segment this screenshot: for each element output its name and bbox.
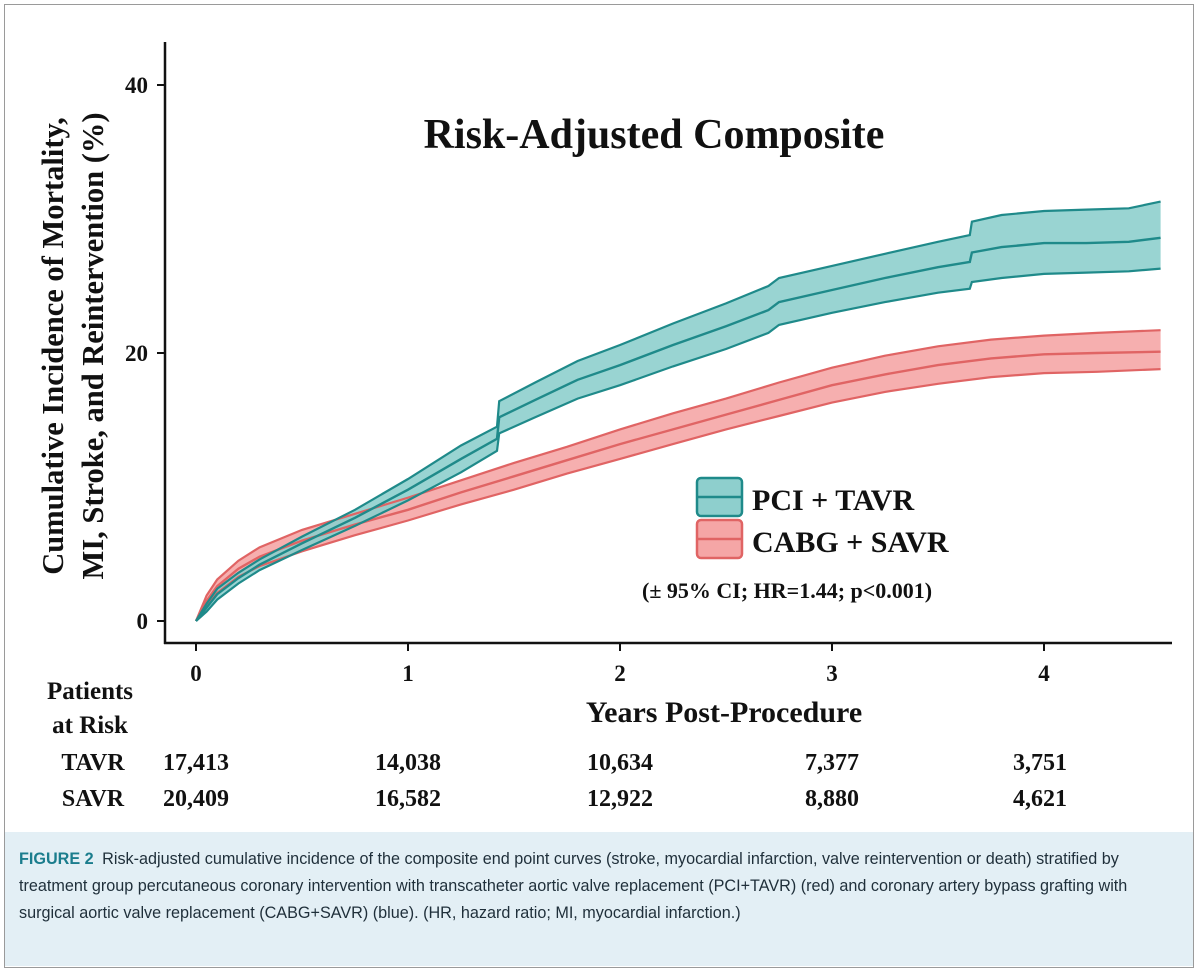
x-axis-label: Years Post-Procedure	[586, 696, 862, 729]
risk-row-label-tavr: TAVR	[61, 750, 125, 776]
y-tick-label-40: 40	[125, 73, 148, 98]
y-axis-label-line2: MI, Stroke, and Reintervention (%)	[76, 112, 110, 579]
y-tick-label-20: 20	[125, 341, 148, 366]
risk-value-tavr-year-3: 7,377	[805, 750, 859, 776]
risk-value-tavr-year-2: 10,634	[587, 750, 653, 776]
upper-ci-line-pci-tavr	[195, 200, 1161, 622]
caption-text: Risk-adjusted cumulative incidence of th…	[19, 850, 1128, 922]
x-tick-label-4: 4	[1038, 661, 1050, 686]
series-lines	[194, 200, 1161, 622]
risk-value-savr-year-4: 4,621	[1013, 786, 1067, 812]
x-tick-label-0: 0	[190, 661, 202, 686]
mean-line-cabg-savr	[194, 350, 1161, 622]
composite-incidence-chart: 0 20 40 0 1 2 3 4 Risk-Adjusted Composite Cumu…	[36, 42, 1172, 812]
risk-value-tavr-year-1: 14,038	[375, 750, 441, 776]
upper-ci-line-cabg-savr	[194, 329, 1161, 622]
figure-label: FIGURE 2	[19, 850, 94, 868]
y-tick-label-0: 0	[137, 609, 149, 634]
risk-value-savr-year-0: 20,409	[163, 786, 229, 812]
risk-value-tavr-year-0: 17,413	[163, 750, 229, 776]
risk-table-title-line1: Patients	[47, 678, 133, 705]
x-tick-label-3: 3	[826, 661, 838, 686]
risk-table-rows: TAVR 17,413 14,038 10,634 7,377 3,751 SAVR 20,4…	[61, 750, 1067, 812]
ci-band-cabg-savr	[196, 330, 1161, 621]
risk-table-title-line2: at Risk	[52, 712, 128, 739]
risk-table: Patients at Risk TAVR 17,413 14,038 10,634 7…	[47, 678, 1067, 812]
lower-ci-line-pci-tavr	[195, 267, 1161, 622]
y-ticks: 0 20 40	[125, 73, 165, 634]
y-axis-label-line1: Cumulative Incidence of Mortality,	[36, 117, 70, 574]
figure-caption: FIGURE 2 Risk-adjusted cumulative incide…	[5, 832, 1193, 966]
mean-line-pci-tavr	[195, 236, 1161, 622]
legend: PCI + TAVR CABG + SAVR (± 95% CI; HR=1.4…	[642, 476, 949, 603]
risk-value-savr-year-2: 12,922	[587, 786, 653, 812]
risk-value-savr-year-1: 16,582	[375, 786, 441, 812]
figure-frame	[4, 4, 1194, 968]
risk-value-tavr-year-4: 3,751	[1013, 750, 1067, 776]
x-ticks: 0 1 2 3 4	[190, 643, 1050, 686]
risk-row-label-savr: SAVR	[62, 786, 125, 812]
legend-stats-note: (± 95% CI; HR=1.44; p<0.001)	[642, 578, 932, 603]
x-tick-label-1: 1	[402, 661, 414, 686]
legend-label-cabg-savr: CABG + SAVR	[752, 526, 949, 559]
y-axis-label: Cumulative Incidence of Mortality, MI, S…	[36, 112, 110, 579]
risk-value-savr-year-3: 8,880	[805, 786, 859, 812]
x-tick-label-2: 2	[614, 661, 626, 686]
legend-label-pci-tavr: PCI + TAVR	[752, 484, 914, 517]
chart-title: Risk-Adjusted Composite	[424, 112, 885, 158]
